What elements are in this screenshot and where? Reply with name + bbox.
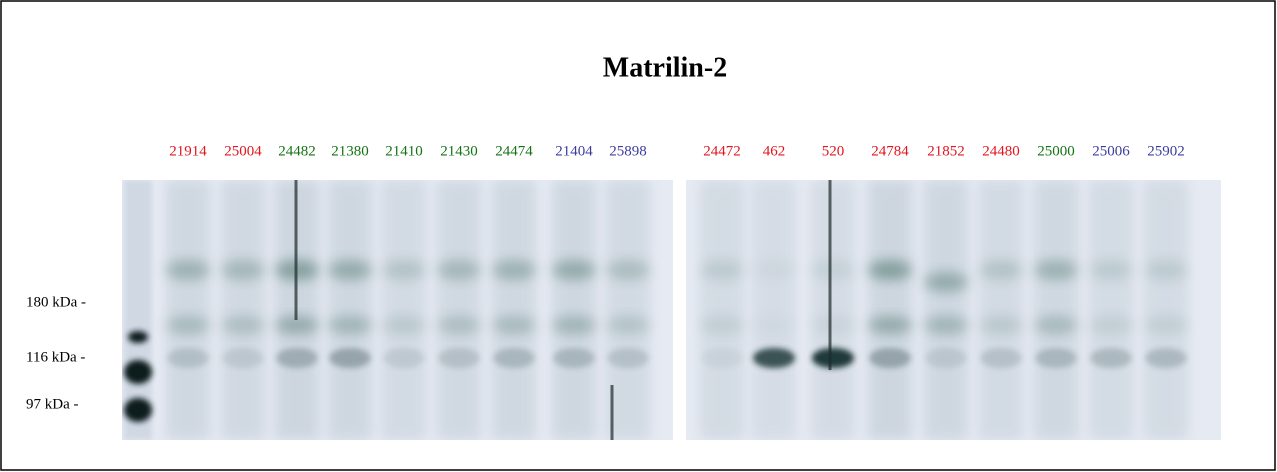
marker-label: 97 kDa - [26,396,79,412]
lane-smear [221,180,265,440]
band [700,260,744,280]
lane-label: 25004 [224,143,262,159]
band [980,348,1022,368]
band [382,316,426,334]
band [437,316,481,334]
band [752,260,796,280]
band [328,260,372,280]
marker-label: 116 kDa - [26,349,85,365]
band [552,316,596,334]
band [1089,260,1133,280]
lane-smear [700,180,744,440]
title: Matrilin-2 [603,52,727,83]
band [752,316,796,334]
lane-smear [979,180,1023,440]
band [811,316,855,334]
lane-label: 24482 [278,143,316,159]
band [1090,348,1132,368]
band [607,348,649,368]
lane-smear [1034,180,1078,440]
band [1034,260,1078,280]
lane-label: 21380 [331,143,369,159]
band [811,260,855,280]
band [753,348,795,368]
marker-label: 180 kDa - [26,294,86,310]
lane-smear [492,180,536,440]
band [868,316,912,334]
band [383,348,425,368]
band [222,348,264,368]
band [925,348,967,368]
lane-label: 24784 [871,143,909,159]
lane-label: 25006 [1092,143,1130,159]
figure: Matrilin-2 180 kDa - 116 kDa - 97 kDa - 219… [0,0,1277,472]
lane-label: 21430 [440,143,478,159]
band [812,348,854,368]
band [167,348,209,368]
band [979,316,1023,334]
page: Matrilin-2 180 kDa - 116 kDa - 97 kDa - 219… [0,0,1277,472]
lane-label: 21404 [555,143,593,159]
band [553,348,595,368]
lane-smear [1144,180,1188,440]
band [924,316,968,334]
band [221,260,265,280]
lane-label: 21914 [169,143,207,159]
lane-label: 21852 [927,143,965,159]
lane-smear [1089,180,1133,440]
lane-label: 25902 [1147,143,1185,159]
marker-band [128,331,148,343]
band [328,316,372,334]
band [868,260,912,280]
band [1144,316,1188,334]
lane-label: 24480 [982,143,1020,159]
band [701,348,743,368]
band [1145,348,1187,368]
band [492,260,536,280]
lane-label: 24472 [703,143,741,159]
lane-label: 21410 [385,143,423,159]
band [552,260,596,280]
lane-smear [752,180,796,440]
band [438,348,480,368]
band [437,260,481,280]
band [606,260,650,280]
lane-smear [924,180,968,440]
band [221,316,265,334]
band [166,260,210,280]
gel-bands [700,180,1188,440]
band [606,316,650,334]
marker-band [124,398,152,422]
band [1034,316,1078,334]
band [924,272,968,292]
band [869,348,911,368]
lane-smear [166,180,210,440]
gel-bands [124,180,650,440]
lane-label: 25000 [1037,143,1075,159]
band [1144,260,1188,280]
band [492,316,536,334]
lane-smear [811,180,855,440]
band [1089,316,1133,334]
band [700,316,744,334]
lane-label: 24474 [495,143,533,159]
lane-smear [437,180,481,440]
lane-label: 520 [822,143,845,159]
lane-smear [328,180,372,440]
band [276,348,318,368]
lane-smear [552,180,596,440]
band [166,316,210,334]
lane-smear [868,180,912,440]
lane-label: 25898 [609,143,647,159]
lane-smear [382,180,426,440]
marker-band [124,360,152,384]
lane-label: 462 [763,143,786,159]
band [979,260,1023,280]
band [1035,348,1077,368]
band [329,348,371,368]
band [382,260,426,280]
band [493,348,535,368]
